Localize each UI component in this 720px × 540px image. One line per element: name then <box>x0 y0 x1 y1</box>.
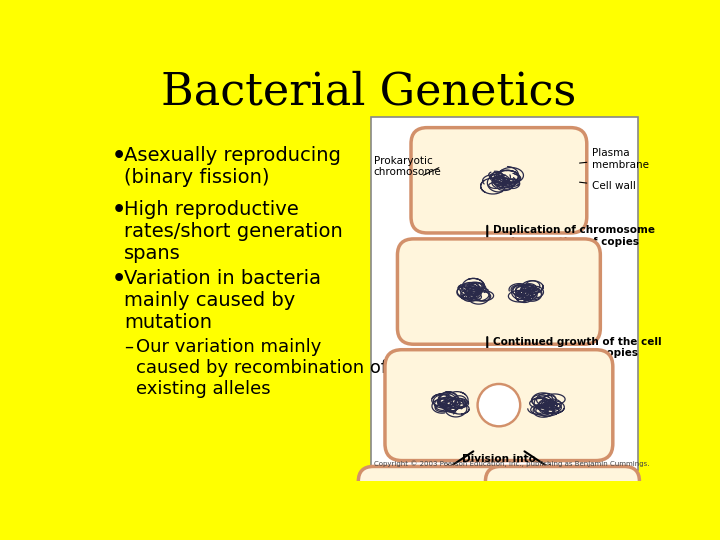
FancyBboxPatch shape <box>397 239 600 344</box>
FancyBboxPatch shape <box>371 117 638 470</box>
FancyBboxPatch shape <box>485 467 639 540</box>
Text: Bacterial Genetics: Bacterial Genetics <box>161 70 577 113</box>
Text: Variation in bacteria
mainly caused by
mutation: Variation in bacteria mainly caused by m… <box>124 269 321 332</box>
FancyBboxPatch shape <box>359 467 513 540</box>
Text: High reproductive
rates/short generation
spans: High reproductive rates/short generation… <box>124 200 343 262</box>
Text: Cell wall: Cell wall <box>580 181 636 192</box>
Text: Our variation mainly
caused by recombination of
existing alleles: Our variation mainly caused by recombina… <box>137 338 387 398</box>
FancyBboxPatch shape <box>411 127 587 233</box>
FancyBboxPatch shape <box>385 350 613 461</box>
Text: •: • <box>112 269 126 289</box>
Text: Duplication of chromosome
and separation of copies: Duplication of chromosome and separation… <box>493 225 655 247</box>
Ellipse shape <box>477 384 521 426</box>
Text: –: – <box>124 338 133 356</box>
Text: •: • <box>112 200 126 220</box>
Text: Continued growth of the cell
and movement of copies: Continued growth of the cell and movemen… <box>493 336 662 358</box>
Text: Division into
two cells: Division into two cells <box>462 455 536 476</box>
Text: •: • <box>112 146 126 166</box>
Text: Plasma
membrane: Plasma membrane <box>580 148 649 170</box>
Text: Prokaryotic
chromosome: Prokaryotic chromosome <box>374 156 441 177</box>
Text: Asexually reproducing
(binary fission): Asexually reproducing (binary fission) <box>124 146 341 187</box>
Text: Copyright © 2003 Pearson Education, Inc., publishing as Benjamin Cummings.: Copyright © 2003 Pearson Education, Inc.… <box>374 460 649 467</box>
